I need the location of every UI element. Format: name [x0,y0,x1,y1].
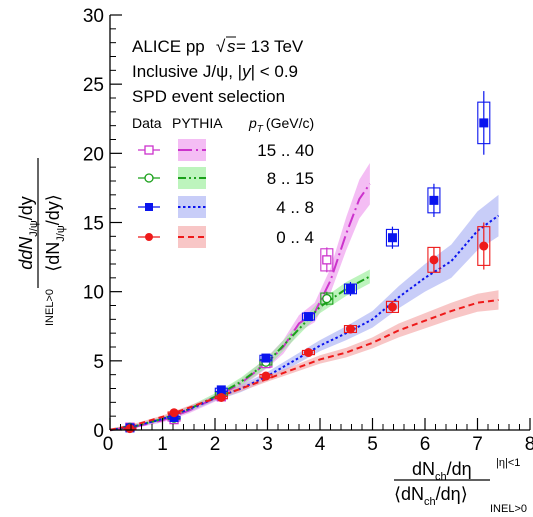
x-axis-numerator: dNch/dη [412,459,472,483]
selection-label: SPD event selection [132,87,285,106]
data-points [123,91,491,434]
y-axis-label: ddNJ/ψ/dy ⟨dNJ/ψ/dy⟩ INEL>0 [16,158,67,326]
x-axis-denominator-suffix: INEL>0 [490,503,527,515]
data-point-2-3 [259,353,273,363]
x-tick-label: 0 [103,434,114,455]
data-point-3-2 [214,392,228,402]
legend-label-0: 15 .. 40 [257,141,314,160]
x-tick-label: 1 [157,434,168,455]
y-tick-label: 10 [83,283,104,304]
legend-entry-2: 4 .. 8 [138,196,314,218]
y-tick-label: 5 [93,352,104,373]
data-point-2-7 [427,183,441,217]
data-point-3-4 [301,348,316,358]
data-point-2-6 [385,226,400,249]
y-tick-label: 0 [93,421,104,442]
y-tick-label: 20 [83,144,104,165]
x-tick-label: 7 [472,434,483,455]
x-tick-label: 4 [315,434,326,455]
alice-label: ALICE pp [132,37,205,56]
legend-label-2: 4 .. 8 [276,198,314,217]
data-point-2-2 [214,385,228,395]
data-point-0-4 [320,247,334,273]
y-tick-label: 30 [83,6,104,27]
x-tick-label: 5 [367,434,378,455]
data-point-3-7 [427,246,441,273]
x-tick-label: 6 [420,434,431,455]
x-tick-label: 8 [525,434,533,455]
legend-entry-1: 8 .. 15 [138,167,314,189]
legend-pythia-header: PYTHIA [172,115,223,131]
legend-data-header: Data [132,115,162,131]
legend-pt-header: pT (GeV/c) [248,115,314,135]
data-point-2-4 [301,312,316,322]
data-point-2-8 [477,91,491,155]
legend: 15 .. 40 8 .. 15 4 .. 8 0 .. 4 [138,139,314,248]
x-axis-numerator-suffix: |η|<1 [496,457,520,469]
header-text: ALICE pp √ s = 13 TeV Inclusive J/ψ, |y|… [132,36,314,135]
pythia-curve-1 [109,275,371,431]
legend-label-1: 8 .. 15 [267,169,314,188]
legend-entry-0: 15 .. 40 [138,139,314,161]
data-point-2-5 [343,281,358,296]
data-point-1-4 [320,291,334,306]
legend-label-3: 0 .. 4 [276,228,314,247]
legend-entry-3: 0 .. 4 [138,226,314,248]
inclusive-label: Inclusive J/ψ, |y| < 0.9 [132,62,298,81]
y-tick-label: 15 [83,214,104,235]
pythia-band-0 [110,163,370,432]
axes: 0 5 10 15 20 25 30 0 1 2 3 4 5 6 7 8 [83,6,533,455]
pythia-curves [109,183,500,431]
sqrt-s-variable: s [227,37,236,56]
sqrt-symbol: √ [216,37,226,56]
data-point-3-1 [167,408,181,418]
pythia-bands [110,163,499,432]
y-axis-suffix: INEL>0 [44,289,56,326]
x-tick-label: 2 [210,434,221,455]
data-point-3-6 [385,300,400,313]
energy-label: = 13 TeV [236,37,304,56]
pythia-curve-0 [109,183,371,431]
x-tick-label: 3 [262,434,273,455]
data-point-3-8 [477,222,491,270]
data-point-3-3 [259,371,273,381]
y-tick-label: 25 [83,75,104,96]
y-axis-denominator: ⟨dNJ/ψ/dy⟩ [43,194,67,272]
pythia-band-1 [110,269,370,432]
x-axis-denominator: ⟨dNch/dη⟩ [394,484,468,508]
x-axis-label: dNch/dη |η|<1 ⟨dNch/dη⟩ INEL>0 [394,457,527,515]
pythia-band-3 [110,290,499,432]
data-point-3-5 [343,324,358,334]
y-axis-numerator: ddNJ/ψ/dy [16,196,40,269]
